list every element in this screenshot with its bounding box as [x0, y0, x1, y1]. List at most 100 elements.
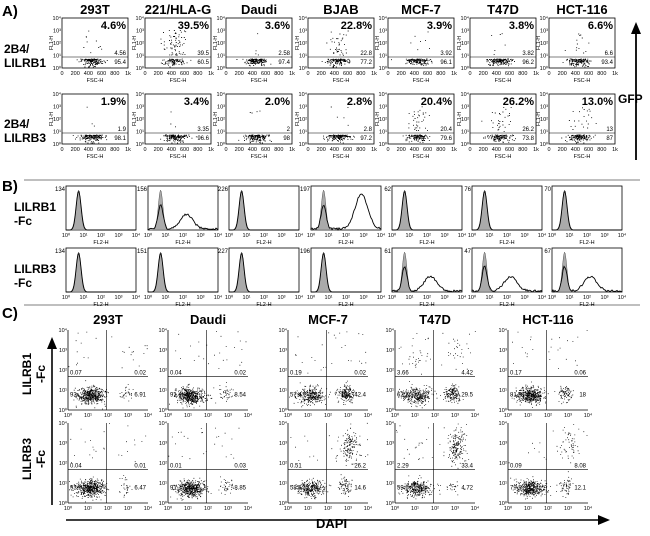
histogram-max-value: 197: [300, 187, 311, 193]
gate-upper-value: 2.58: [278, 51, 290, 57]
x-tick-label: 10⁰: [548, 294, 557, 301]
quadrant-lr-value: 18: [579, 392, 586, 398]
y-tick-label: 10¹: [136, 130, 144, 136]
quadrant-ur-value: 0.01: [134, 463, 146, 469]
x-tick-label: 10⁰: [307, 232, 316, 239]
x-tick-label: 10³: [344, 506, 352, 512]
gate-upper-value: 2.8: [364, 127, 373, 133]
x-tick-label: 800: [356, 71, 365, 77]
y-tick-label: 10¹: [59, 388, 67, 394]
column-header-a: 221/HLA-G: [145, 2, 211, 17]
gate-lower-value: 87: [606, 136, 613, 142]
x-tick-label: 10¹: [406, 233, 414, 239]
column-header-a: HCT-116: [556, 2, 607, 17]
y-tick-label: 10⁴: [540, 15, 549, 22]
scatter-frame: [548, 17, 616, 69]
y-tick-label: 10²: [299, 117, 307, 123]
y-tick-label: 10¹: [386, 481, 394, 487]
x-tick-label: 10³: [278, 233, 286, 239]
x-tick-label: 10²: [423, 233, 431, 239]
x-tick-label: 10⁴: [214, 294, 223, 301]
x-tick-label: 10⁰: [164, 505, 173, 512]
x-tick-label: 600: [343, 71, 352, 77]
x-tick-label: 10⁴: [244, 412, 253, 419]
quadrant-ll-value: 62.3: [397, 392, 409, 398]
y-tick-label: 10⁰: [379, 141, 388, 148]
x-tick-label: 200: [317, 147, 326, 153]
quadrant-lr-value: 4.72: [461, 485, 473, 491]
column-header-a: BJAB: [323, 2, 358, 17]
x-axis-label: FSC-H: [87, 154, 104, 160]
x-tick-label: 10⁰: [64, 412, 73, 419]
scatter-frame: [61, 93, 129, 145]
y-tick-label: 10²: [53, 117, 61, 123]
x-tick-label: 400: [167, 71, 176, 77]
y-tick-label: 10⁰: [59, 407, 68, 414]
sample-histogram: [66, 252, 136, 293]
x-tick-label: 1k: [451, 147, 457, 153]
x-tick-label: 200: [558, 147, 567, 153]
x-tick-label: 1k: [289, 147, 295, 153]
histogram-max-value: 61: [384, 249, 391, 255]
y-axis-label: FL1-H: [457, 112, 463, 126]
y-tick-label: 10²: [499, 368, 507, 374]
y-tick-label: 10³: [499, 348, 507, 354]
x-tick-label: 10¹: [486, 233, 494, 239]
x-tick-label: 10⁰: [62, 232, 71, 239]
x-axis-label: FSC-H: [251, 78, 268, 84]
y-axis-label: FL1-H: [132, 36, 138, 50]
dot-plot-points: [69, 423, 147, 503]
x-tick-label: 10³: [360, 233, 368, 239]
y-tick-label: 10⁰: [159, 500, 168, 507]
percent-label: 6.6%: [588, 20, 613, 32]
y-tick-label: 10³: [461, 105, 469, 111]
x-tick-label: 800: [274, 147, 283, 153]
y-tick-label: 10²: [461, 117, 469, 123]
x-tick-label: 1k: [289, 71, 295, 77]
y-tick-label: 10³: [379, 29, 387, 35]
y-tick-label: 10³: [540, 29, 548, 35]
y-tick-label: 10⁴: [59, 420, 68, 427]
column-header-a: 293T: [80, 2, 110, 17]
scatter-points: [160, 111, 197, 144]
sample-histogram: [229, 190, 299, 231]
quadrant-ur-value: 33.4: [461, 463, 473, 469]
x-tick-label: 600: [505, 71, 514, 77]
x-tick-label: 0: [306, 71, 309, 77]
quadrant-ul-value: 0.19: [290, 370, 302, 376]
x-tick-label: 10²: [324, 506, 332, 512]
percent-label: 3.8%: [509, 20, 534, 32]
x-tick-label: 800: [597, 147, 606, 153]
x-tick-label: 10²: [204, 506, 212, 512]
x-tick-label: 10²: [544, 413, 552, 419]
y-tick-label: 10³: [53, 29, 61, 35]
x-tick-label: 10⁴: [618, 232, 627, 239]
x-tick-label: 10⁰: [62, 294, 71, 301]
x-tick-label: 10¹: [184, 506, 192, 512]
y-tick-label: 10²: [379, 117, 387, 123]
gfp-arrow-head: [631, 22, 641, 34]
x-tick-label: 10³: [124, 413, 132, 419]
x-tick-label: 10¹: [84, 506, 92, 512]
percent-label: 13.0%: [582, 96, 613, 108]
x-axis-label: FSC-H: [333, 78, 350, 84]
row-label-b1: LILRB1 -Fc: [14, 200, 56, 228]
gate-upper-value: 6.6: [605, 51, 614, 57]
y-tick-label: 10³: [299, 105, 307, 111]
y-tick-label: 10³: [53, 105, 61, 111]
y-tick-label: 10³: [217, 29, 225, 35]
x-tick-label: 10⁴: [377, 294, 386, 301]
x-tick-label: 10⁴: [144, 505, 153, 512]
scatter-points: [561, 107, 597, 144]
y-tick-label: 10¹: [53, 54, 61, 60]
gate-upper-value: 20.4: [440, 127, 452, 133]
x-tick-label: 10⁴: [144, 412, 153, 419]
y-axis-label: FL1-H: [49, 112, 55, 126]
column-header-a: Daudi: [241, 2, 277, 17]
y-tick-label: 10¹: [386, 388, 394, 394]
gate-upper-value: 39.5: [197, 51, 209, 57]
quadrant-lr-value: 42.4: [354, 392, 366, 398]
x-tick-label: 10²: [503, 233, 511, 239]
y-tick-label: 10¹: [461, 54, 469, 60]
dapi-arrow-head: [598, 515, 610, 525]
